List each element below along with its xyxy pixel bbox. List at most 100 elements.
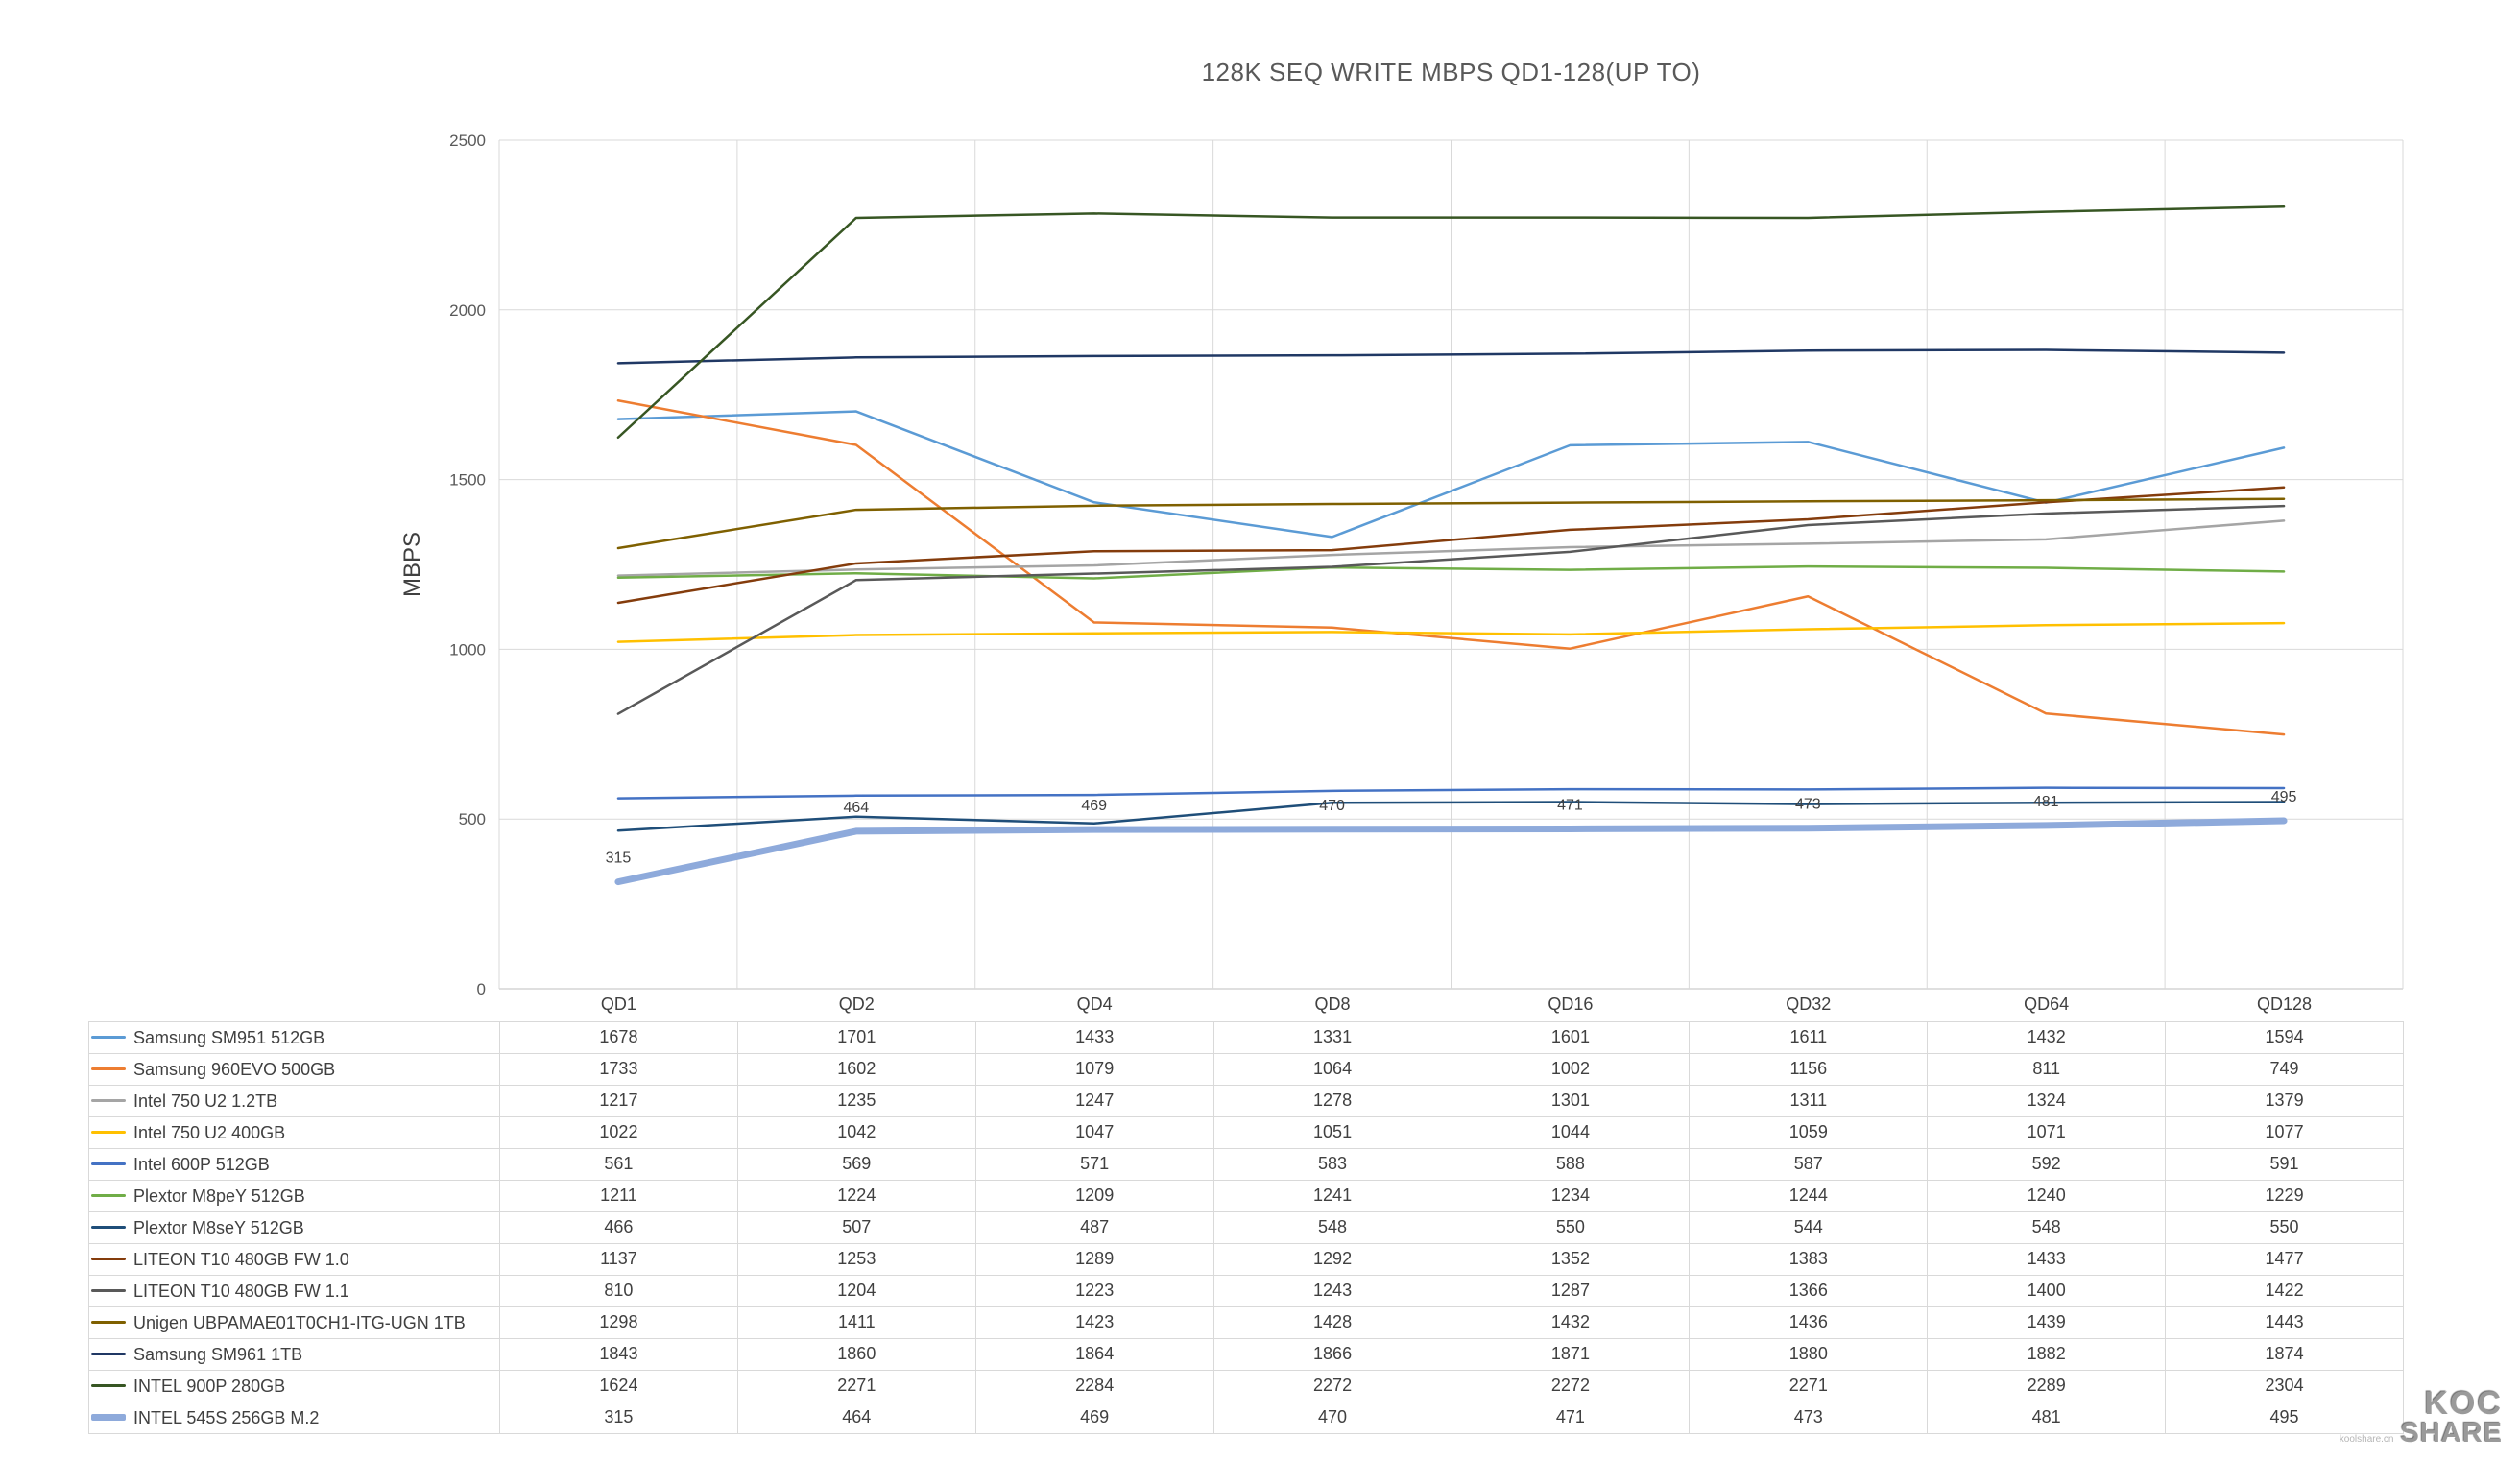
- value-cell: 583: [1212, 1147, 1452, 1181]
- legend-cell: Plextor M8peY 512GB: [88, 1179, 500, 1212]
- value-cell: 470: [1212, 1401, 1452, 1434]
- value-cell: 561: [499, 1147, 738, 1181]
- value-cell: 1864: [974, 1337, 1214, 1371]
- value-cell: 1882: [1927, 1337, 2167, 1371]
- value-cell: 1866: [1212, 1337, 1452, 1371]
- value-cell: 1678: [499, 1020, 738, 1054]
- y-tick-label: 0: [477, 980, 486, 998]
- value-cell: 1843: [499, 1337, 738, 1371]
- value-cell: 1292: [1212, 1242, 1452, 1276]
- legend-row-7: LITEON T10 480GB FW 1.0 1137 1253 1289 1292 1…: [88, 1242, 2404, 1276]
- series-line-7: [616, 486, 2286, 605]
- value-cell: 1601: [1451, 1020, 1691, 1054]
- value-cell: 587: [1689, 1147, 1929, 1181]
- value-cell: 811: [1927, 1052, 2167, 1086]
- data-table: QD1 QD2 QD4 QD8 QD16 QD32 QD64 QD128 Samsung SM9…: [88, 989, 2404, 1434]
- series-name: Samsung 960EVO 500GB: [133, 1059, 336, 1079]
- value-cell: 1278: [1212, 1084, 1452, 1117]
- value-cell: 569: [736, 1147, 976, 1181]
- value-cell: 1047: [974, 1115, 1214, 1149]
- value-cell: 1428: [1212, 1306, 1452, 1339]
- series-line-5: [616, 564, 2286, 580]
- y-tick-label: 2000: [449, 301, 486, 320]
- legend-key-icon: [91, 1131, 126, 1135]
- legend-row-12: INTEL 545S 256GB M.2 315 464 469 470 471 473 48…: [88, 1401, 2404, 1434]
- legend-cell: INTEL 545S 256GB M.2: [88, 1401, 500, 1434]
- y-axis-title: MBPS: [399, 532, 425, 597]
- value-cell: 2284: [974, 1369, 1214, 1402]
- value-cell: 1137: [499, 1242, 738, 1276]
- value-cell: 1002: [1451, 1052, 1691, 1086]
- value-cell: 1379: [2165, 1084, 2404, 1117]
- value-cell: 1860: [736, 1337, 976, 1371]
- value-cell: 2271: [736, 1369, 976, 1402]
- watermark-logo-text-2: SHARE: [2400, 1418, 2503, 1450]
- data-table-wrap: QD1 QD2 QD4 QD8 QD16 QD32 QD64 QD128 Samsung SM9…: [88, 989, 2404, 1434]
- value-cell: 810: [499, 1274, 738, 1307]
- series-name: Intel 750 U2 400GB: [133, 1122, 286, 1142]
- series-name: Plextor M8seY 512GB: [133, 1217, 304, 1237]
- value-cell: 1059: [1689, 1115, 1929, 1149]
- series-line-8: [616, 504, 2286, 715]
- y-tick-label: 2500: [449, 132, 486, 150]
- value-cell: 2271: [1689, 1369, 1929, 1402]
- series-data-label: 471: [1557, 797, 1583, 813]
- legend-row-8: LITEON T10 480GB FW 1.1 810 1204 1223 1243 12…: [88, 1274, 2404, 1307]
- watermark: KOC koolshare.cn SHARE: [2340, 1387, 2503, 1449]
- value-cell: 591: [2165, 1147, 2404, 1181]
- legend-cell: Samsung 960EVO 500GB: [88, 1052, 500, 1086]
- value-cell: 1701: [736, 1020, 976, 1054]
- legend-key-icon: [91, 1321, 126, 1325]
- legend-cell: LITEON T10 480GB FW 1.1: [88, 1274, 500, 1307]
- series-name: Intel 750 U2 1.2TB: [133, 1091, 278, 1111]
- value-cell: 1209: [974, 1179, 1214, 1212]
- legend-cell: Samsung SM951 512GB: [88, 1020, 500, 1054]
- legend-key-icon: [91, 1194, 126, 1198]
- series-name: Intel 600P 512GB: [133, 1154, 270, 1174]
- legend-key-icon: [91, 1384, 126, 1388]
- value-cell: 1217: [499, 1084, 738, 1117]
- value-cell: 749: [2165, 1052, 2404, 1086]
- value-cell: 1874: [2165, 1337, 2404, 1371]
- value-cell: 1241: [1212, 1179, 1452, 1212]
- legend-key-icon: [91, 1289, 126, 1293]
- series-data-label: 315: [606, 851, 632, 867]
- value-cell: 1071: [1927, 1115, 2167, 1149]
- legend-row-0: Samsung SM951 512GB 1678 1701 1433 1331 1601 1…: [88, 1020, 2404, 1054]
- legend-row-11: INTEL 900P 280GB 1624 2271 2284 2272 2272 2271…: [88, 1369, 2404, 1402]
- legend-cell: Samsung SM961 1TB: [88, 1337, 500, 1371]
- value-cell: 1229: [2165, 1179, 2404, 1212]
- series-name: Unigen UBPAMAE01T0CH1-ITG-UGN 1TB: [133, 1312, 466, 1332]
- value-cell: 2289: [1927, 1369, 2167, 1402]
- legend-row-2: Intel 750 U2 1.2TB 1217 1235 1247 1278 1301 13…: [88, 1084, 2404, 1117]
- value-cell: 1594: [2165, 1020, 2404, 1054]
- value-cell: 464: [736, 1401, 976, 1434]
- value-cell: 1432: [1927, 1020, 2167, 1054]
- value-cell: 1611: [1689, 1020, 1929, 1054]
- value-cell: 1298: [499, 1306, 738, 1339]
- y-tick-label: 500: [459, 810, 486, 828]
- legend-row-4: Intel 600P 512GB 561 569 571 583 588 587 592 591: [88, 1147, 2404, 1181]
- x-axis-label: QD4: [1076, 995, 1113, 1015]
- value-cell: 548: [1927, 1210, 2167, 1244]
- legend-key-icon: [91, 1258, 126, 1261]
- series-line-11: [616, 205, 2286, 440]
- legend-cell: INTEL 900P 280GB: [88, 1369, 500, 1402]
- legend-cell: Intel 600P 512GB: [88, 1147, 500, 1181]
- value-cell: 1247: [974, 1084, 1214, 1117]
- series-data-label: 469: [1081, 798, 1107, 814]
- legend-cell: Unigen UBPAMAE01T0CH1-ITG-UGN 1TB: [88, 1306, 500, 1339]
- value-cell: 471: [1451, 1401, 1691, 1434]
- x-axis-label-row: QD1 QD2 QD4 QD8 QD16 QD32 QD64 QD128: [89, 989, 2404, 1021]
- y-tick-label: 1000: [449, 640, 486, 659]
- value-cell: 1042: [736, 1115, 976, 1149]
- series-name: LITEON T10 480GB FW 1.0: [133, 1249, 349, 1269]
- value-cell: 1477: [2165, 1242, 2404, 1276]
- value-cell: 1204: [736, 1274, 976, 1307]
- value-cell: 2272: [1451, 1369, 1691, 1402]
- series-name: Plextor M8peY 512GB: [133, 1186, 305, 1206]
- chart-title: 128K SEQ WRITE MBPS QD1-128(UP TO): [1201, 58, 1701, 86]
- legend-row-5: Plextor M8peY 512GB 1211 1224 1209 1241 1234 1…: [88, 1179, 2404, 1212]
- value-cell: 1311: [1689, 1084, 1929, 1117]
